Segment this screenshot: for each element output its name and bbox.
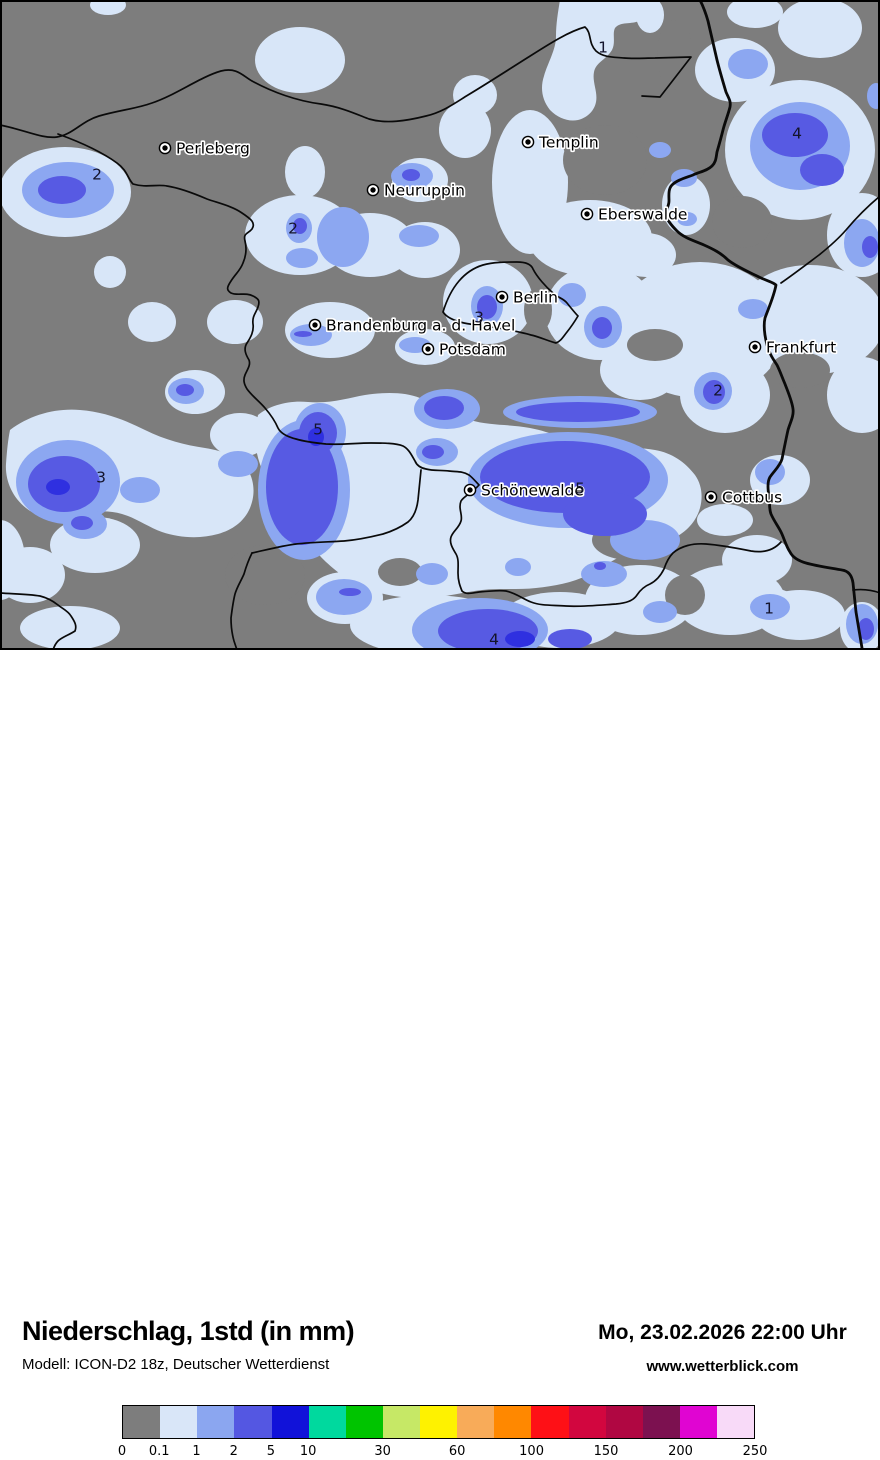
color-scale-bar	[122, 1405, 755, 1439]
legend-segment-6	[345, 1406, 383, 1438]
legend-segment-1	[160, 1406, 198, 1438]
city-label: Frankfurt	[766, 339, 836, 357]
city-layer: Perleberg Neuruppin Templin Eberswalde Berli…	[158, 132, 838, 508]
intensity-label-5: 5	[575, 480, 585, 498]
legend-segment-5	[308, 1406, 346, 1438]
legend-segment-15	[679, 1406, 717, 1438]
page-title: Niederschlag, 1std (in mm)	[22, 1316, 355, 1346]
intensity-label-2: 2	[288, 220, 298, 238]
city-sch-newalde: Schönewalde	[463, 480, 585, 501]
city-brandenburg-a-d-havel: Brandenburg a. d. Havel	[308, 315, 517, 336]
legend-segment-0	[123, 1406, 161, 1438]
website-url: www.wetterblick.com	[646, 1358, 799, 1375]
city-marker-dot	[584, 211, 590, 217]
map-frame	[0, 0, 880, 650]
city-label: Eberswalde	[598, 206, 687, 224]
legend-segment-7	[382, 1406, 420, 1438]
city-label: Templin	[538, 134, 599, 152]
legend-segment-4	[271, 1406, 309, 1438]
city-marker-dot	[499, 294, 505, 300]
city-label: Neuruppin	[384, 182, 465, 200]
legend-segment-13	[605, 1406, 643, 1438]
city-marker-dot	[425, 346, 431, 352]
legend-tick-10: 10	[299, 1444, 317, 1459]
legend-segment-10	[494, 1406, 532, 1438]
legend-segment-9	[457, 1406, 495, 1438]
intensity-label-2: 2	[92, 166, 102, 184]
legend-tick-0.1: 0.1	[148, 1444, 170, 1459]
city-marker-dot	[312, 322, 318, 328]
city-berlin: Berlin	[495, 287, 560, 308]
legend-segment-12	[568, 1406, 606, 1438]
precip-intense-layer	[46, 428, 535, 647]
intensity-label-layer: 1 2 2 4 3 2 5 3 5 1 4	[92, 39, 802, 649]
intensity-label-3: 3	[96, 469, 106, 487]
city-potsdam: Potsdam	[421, 339, 507, 360]
city-label: Perleberg	[176, 140, 250, 158]
intensity-label-4: 4	[489, 631, 499, 649]
intensity-label-4: 4	[792, 125, 802, 143]
city-marker-dot	[370, 187, 376, 193]
city-marker-dot	[708, 494, 714, 500]
city-perleberg: Perleberg	[158, 138, 251, 159]
city-label: Brandenburg a. d. Havel	[326, 317, 515, 335]
legend-segment-16	[717, 1406, 755, 1438]
city-marker-dot	[162, 145, 168, 151]
legend-segment-8	[420, 1406, 458, 1438]
legend-tick-200: 200	[668, 1444, 693, 1459]
model-info: Modell: ICON-D2 18z, Deutscher Wetterdie…	[22, 1356, 330, 1373]
legend-tick-100: 100	[519, 1444, 544, 1459]
intensity-label-3: 3	[474, 309, 484, 327]
city-marker-dot	[525, 139, 531, 145]
city-marker-dot	[752, 344, 758, 350]
precip-heavy-layer	[28, 113, 878, 653]
city-eberswalde: Eberswalde	[580, 204, 689, 225]
legend-tick-2: 2	[229, 1444, 238, 1459]
legend-segment-11	[531, 1406, 569, 1438]
legend-tick-0: 0	[117, 1444, 127, 1459]
legend-tick-60: 60	[448, 1444, 466, 1459]
dry-area-layer	[225, 20, 830, 615]
valid-datetime: Mo, 23.02.2026 22:00 Uhr	[598, 1321, 847, 1344]
legend-segment-2	[197, 1406, 235, 1438]
city-frankfurt: Frankfurt	[748, 337, 838, 358]
city-label: Cottbus	[722, 489, 782, 507]
legend-tick-150: 150	[593, 1444, 619, 1459]
legend-tick-1: 1	[192, 1444, 201, 1459]
state-borders	[0, 26, 880, 651]
legend-segment-3	[234, 1406, 272, 1438]
legend-tick-5: 5	[266, 1444, 276, 1459]
footer-panel: Niederschlag, 1std (in mm) Modell: ICON-…	[0, 650, 880, 1459]
city-cottbus: Cottbus	[704, 487, 784, 508]
legend-segment-14	[642, 1406, 680, 1438]
intensity-label-5: 5	[313, 421, 323, 439]
city-label: Berlin	[513, 289, 558, 307]
city-neuruppin: Neuruppin	[366, 180, 467, 201]
city-label: Schönewalde	[481, 482, 584, 500]
legend-tick-30: 30	[374, 1444, 391, 1459]
map-canvas: Perleberg Neuruppin Templin Eberswalde Berli…	[0, 0, 880, 662]
legend-tick-250: 250	[742, 1444, 768, 1459]
precipitation-map: Perleberg Neuruppin Templin Eberswalde Berli…	[0, 0, 880, 662]
color-scale-legend: 0 0.1 1 2 5 10 30 60 100 150 200 250	[118, 1405, 767, 1460]
intensity-label-1: 1	[764, 600, 774, 618]
city-templin: Templin	[521, 132, 600, 153]
city-marker-dot	[467, 487, 473, 493]
intensity-label-1: 1	[598, 39, 608, 57]
intensity-label-2: 2	[713, 382, 723, 400]
city-label: Potsdam	[439, 341, 506, 359]
country-border-oder	[663, 0, 864, 650]
